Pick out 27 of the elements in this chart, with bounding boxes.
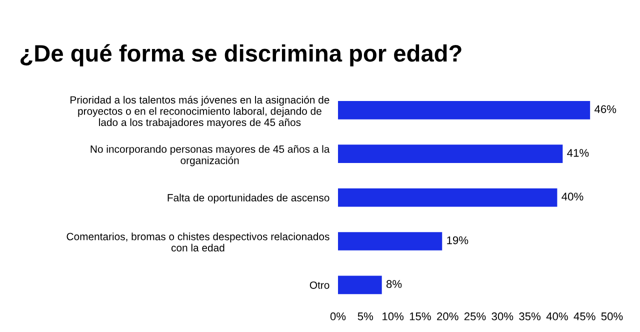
x-tick-label: 10% (382, 312, 404, 320)
bar (338, 276, 382, 294)
bar (338, 100, 590, 120)
data-label: 8% (386, 280, 402, 288)
y-tick-label: No incorporando personas mayores de 45 años a la organización (90, 145, 330, 166)
y-tick-label: Otro (310, 281, 330, 289)
x-tick-label: 40% (546, 312, 568, 320)
y-tick-label: Falta de oportunidades de ascenso (168, 194, 330, 204)
chart-title: ¿De qué forma se discrimina por edad? (20, 44, 462, 66)
x-tick-label: 50% (601, 312, 623, 320)
x-tick-label: 30% (492, 312, 514, 320)
data-label: 19% (447, 236, 468, 244)
bar (338, 188, 558, 207)
y-tick-label: Prioridad a los talentos más jóvenes en la asignación de proyectos o en el reconocimiento laboral, dejando de lado a los trabajadores mayores de 45 años (70, 96, 330, 128)
data-label: 46% (594, 105, 616, 114)
bar (338, 232, 442, 250)
bar (338, 144, 563, 164)
x-tick-label: 20% (437, 312, 458, 320)
x-tick-label: 0% (330, 312, 346, 320)
data-label: 41% (567, 149, 589, 157)
x-tick-label: 45% (574, 312, 596, 320)
x-tick-label: 15% (410, 312, 431, 320)
x-tick-label: 5% (358, 312, 374, 320)
y-tick-label: Comentarios, bromas o chistes despectivos relacionados con la edad (66, 232, 330, 252)
x-tick-label: 25% (464, 312, 486, 320)
x-tick-label: 35% (519, 312, 541, 320)
data-label: 40% (562, 192, 584, 201)
